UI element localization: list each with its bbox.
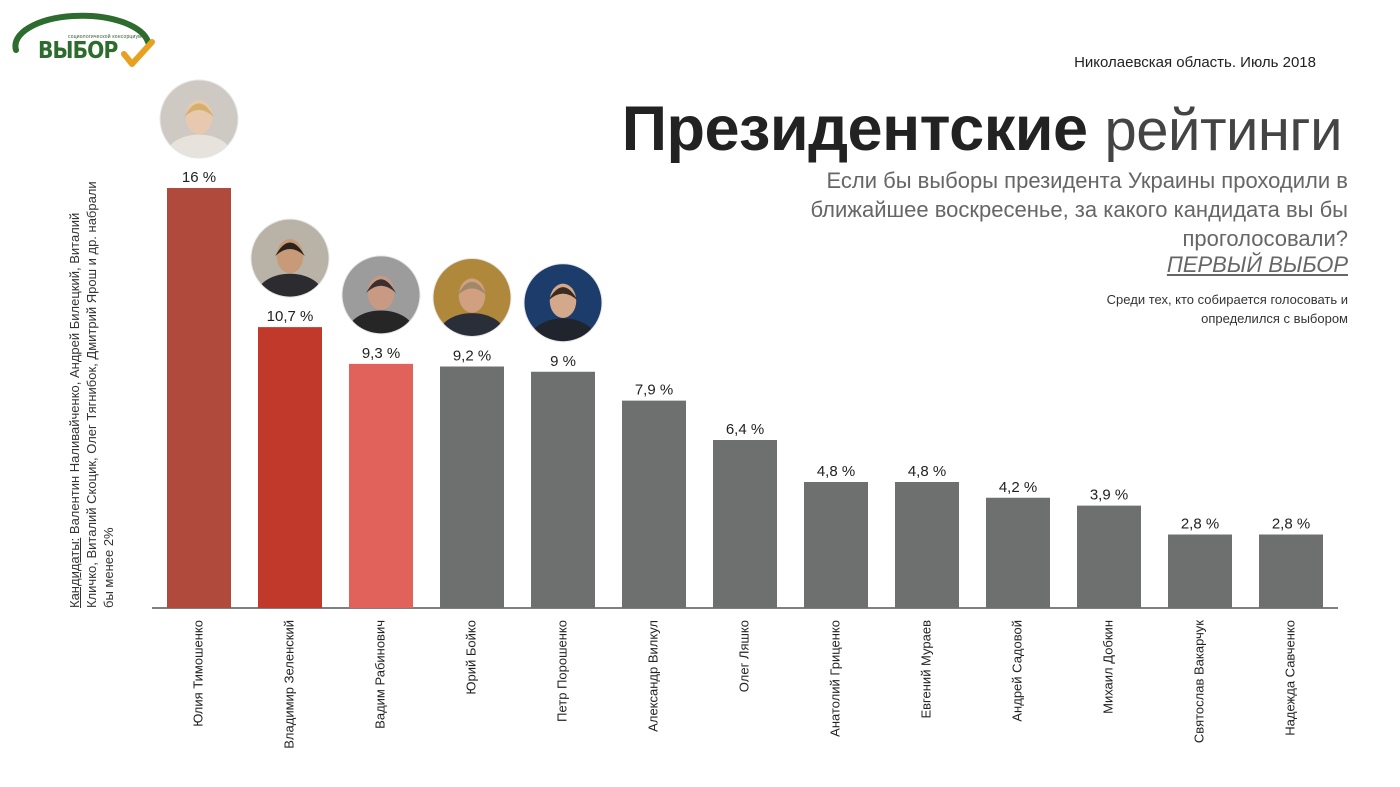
logo: социологической консорциум ВЫБОР — [12, 12, 162, 72]
category-label-6: Александр Вилкул — [645, 620, 660, 732]
candidate-photo-5-portrait-icon — [523, 263, 603, 343]
category-label-5: Петр Порошенко — [554, 620, 569, 722]
category-label-3: Вадим Рабинович — [372, 620, 387, 729]
value-label-1: 16 % — [182, 169, 216, 186]
value-label-10: 4,2 % — [999, 479, 1037, 496]
title-bold: Президентские — [621, 94, 1088, 164]
value-label-11: 3,9 % — [1090, 487, 1128, 504]
bar-13 — [1259, 534, 1323, 608]
category-label-4: Юрий Бойко — [463, 620, 478, 695]
bar-3 — [349, 363, 413, 608]
category-label-13: Надежда Савченко — [1282, 620, 1297, 736]
category-label-1: Юлия Тимошенко — [190, 620, 205, 727]
candidate-photo-1-portrait-icon — [159, 79, 239, 159]
bar-1 — [167, 188, 231, 608]
category-label-12: Святослав Вакарчук — [1191, 620, 1206, 743]
category-label-8: Анатолий Гриценко — [827, 620, 842, 737]
bar-9 — [895, 482, 959, 608]
candidate-photo-2-portrait-icon — [250, 218, 330, 298]
bar-5 — [531, 371, 595, 608]
bar-6 — [622, 400, 686, 608]
bar-8 — [804, 482, 868, 608]
value-label-6: 7,9 % — [635, 382, 673, 399]
candidate-photo-4-portrait-icon — [432, 258, 512, 337]
category-label-10: Андрей Садовой — [1009, 620, 1024, 722]
survey-question: Если бы выборы президента Украины проход… — [810, 168, 1348, 251]
candidate-photo-3-portrait-icon — [341, 255, 421, 335]
value-label-12: 2,8 % — [1181, 516, 1219, 533]
logo-wordmark: ВЫБОР — [38, 38, 118, 64]
value-label-4: 9,2 % — [453, 348, 491, 365]
title-light: рейтинги — [1104, 98, 1343, 163]
value-label-7: 6,4 % — [726, 421, 764, 438]
category-label-2: Владимир Зеленский — [281, 620, 296, 749]
page-title: Президентские рейтинги — [621, 94, 1343, 166]
bar-7 — [713, 440, 777, 608]
value-label-13: 2,8 % — [1272, 516, 1310, 533]
logo-arc-icon — [12, 12, 155, 67]
value-label-9: 4,8 % — [908, 463, 946, 480]
logo-tagline: социологической консорциум — [68, 34, 142, 40]
bar-2 — [258, 327, 322, 608]
sample-note: Среди тех, кто собирается голосовать и о… — [1106, 292, 1348, 326]
category-label-7: Олег Ляшко — [736, 620, 751, 692]
value-label-8: 4,8 % — [817, 463, 855, 480]
bar-11 — [1077, 505, 1141, 608]
bar-4 — [440, 366, 504, 608]
category-label-9: Евгений Мураев — [918, 620, 933, 719]
value-label-3: 9,3 % — [362, 345, 400, 362]
bar-10 — [986, 497, 1050, 608]
bar-12 — [1168, 534, 1232, 608]
category-label-11: Михаил Добкин — [1100, 620, 1115, 714]
value-label-2: 10,7 % — [267, 308, 314, 325]
value-label-5: 9 % — [550, 353, 576, 370]
first-choice-label: ПЕРВЫЙ ВЫБОР — [1166, 252, 1348, 277]
region-date: Николаевская область. Июль 2018 — [1074, 54, 1316, 71]
